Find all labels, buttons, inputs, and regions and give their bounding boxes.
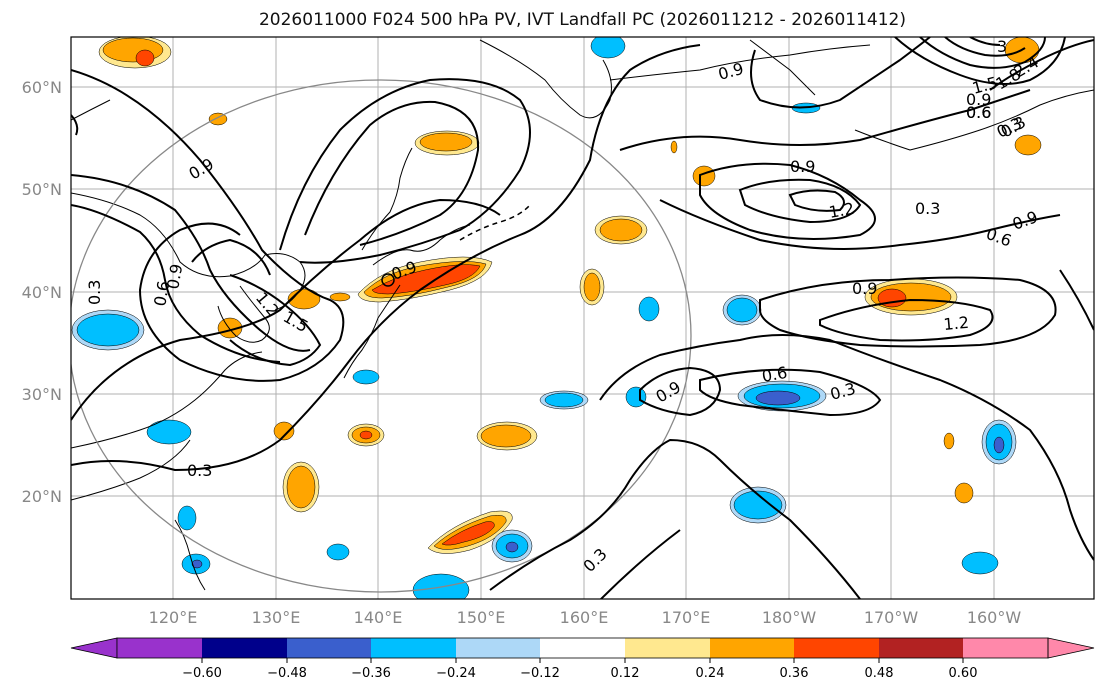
contour-label: 0.6 [966, 103, 991, 122]
lat-label: 50°N [22, 180, 62, 199]
colorbar-tick-label: 0.48 [865, 666, 894, 681]
ivt-negative-shading [71, 37, 1017, 599]
lon-tick-labels: 120°E 130°E 140°E 150°E 160°E 170°E 180°… [149, 608, 1022, 627]
colorbar-segment [625, 638, 710, 658]
lat-label: 30°N [22, 385, 62, 404]
plot-area [71, 37, 1094, 599]
colorbar-tick-label: −0.48 [267, 666, 307, 681]
contour-label: 0.3 [915, 199, 940, 218]
lon-label: 120°E [149, 608, 198, 627]
colorbar-ticks [201, 658, 964, 663]
colorbar-frame [116, 637, 1049, 659]
colorbar-segment [202, 638, 287, 658]
colorbar-segment [540, 638, 625, 658]
ivt-positive-shading [98, 37, 1042, 554]
colorbar-tick-label: −0.12 [520, 666, 560, 681]
lon-label: 130°E [252, 608, 301, 627]
colorbar-tick-label: 0.24 [696, 666, 725, 681]
lon-label: 170°W [864, 608, 919, 627]
lon-label: 140°E [354, 608, 403, 627]
colorbar-tick-label: 0.36 [780, 666, 809, 681]
contour-label: 1.2 [943, 313, 970, 334]
lat-label: 20°N [22, 487, 62, 506]
colorbar-tick-label: −0.60 [182, 666, 222, 681]
colorbar-segment [117, 638, 202, 658]
colorbar-tick-label: 0.60 [949, 666, 978, 681]
colorbar-extend-high [1047, 637, 1095, 659]
colorbar-tick-label: −0.36 [351, 666, 391, 681]
contour-label: 0.9 [852, 279, 877, 298]
colorbar-segment [456, 638, 540, 658]
colorbar: −0.60 −0.48 −0.36 −0.24 −0.12 0.12 0.24 … [70, 637, 1095, 681]
lat-tick-labels: 60°N 50°N 40°N 30°N 20°N [22, 78, 62, 506]
center-marker [381, 273, 395, 287]
lon-label: 180°W [762, 608, 817, 627]
contour-label: 0.3 [85, 280, 104, 305]
plot-frame [70, 36, 1095, 600]
coastlines [71, 39, 1094, 591]
contour-label: 0.9 [790, 157, 815, 176]
lon-label: 160°E [560, 608, 609, 627]
lon-label: 150°E [457, 608, 506, 627]
colorbar-segment [710, 638, 794, 658]
contour-label: 0.6 [760, 363, 788, 386]
lon-label: 170°E [662, 608, 711, 627]
lon-label: 160°W [967, 608, 1022, 627]
lat-label: 60°N [22, 78, 62, 97]
contour-label: 3 [997, 37, 1007, 56]
map-title: 2026011000 F024 500 hPa PV, IVT Landfall… [258, 10, 906, 30]
colorbar-segment [794, 638, 879, 658]
colorbar-segment [371, 638, 456, 658]
contour-label: 0.9 [966, 90, 991, 109]
range-circle [71, 79, 692, 593]
contour-label: 0.6 [966, 103, 991, 122]
colorbar-tick-label: 0.12 [611, 666, 640, 681]
dashed-track [459, 204, 531, 241]
lat-label: 40°N [22, 283, 62, 302]
colorbar-segment [287, 638, 371, 658]
colorbar-tick-label: −0.24 [436, 666, 476, 681]
colorbar-segment [963, 638, 1048, 658]
pv-contours [71, 37, 1094, 599]
colorbar-extend-low [70, 637, 118, 659]
contour-label: 1.2 [827, 199, 855, 222]
contour-label: 0.9 [163, 262, 186, 290]
colorbar-segment [879, 638, 963, 658]
contour-label: 0.3 [187, 461, 212, 480]
contour-label: 0.6 [150, 279, 173, 307]
